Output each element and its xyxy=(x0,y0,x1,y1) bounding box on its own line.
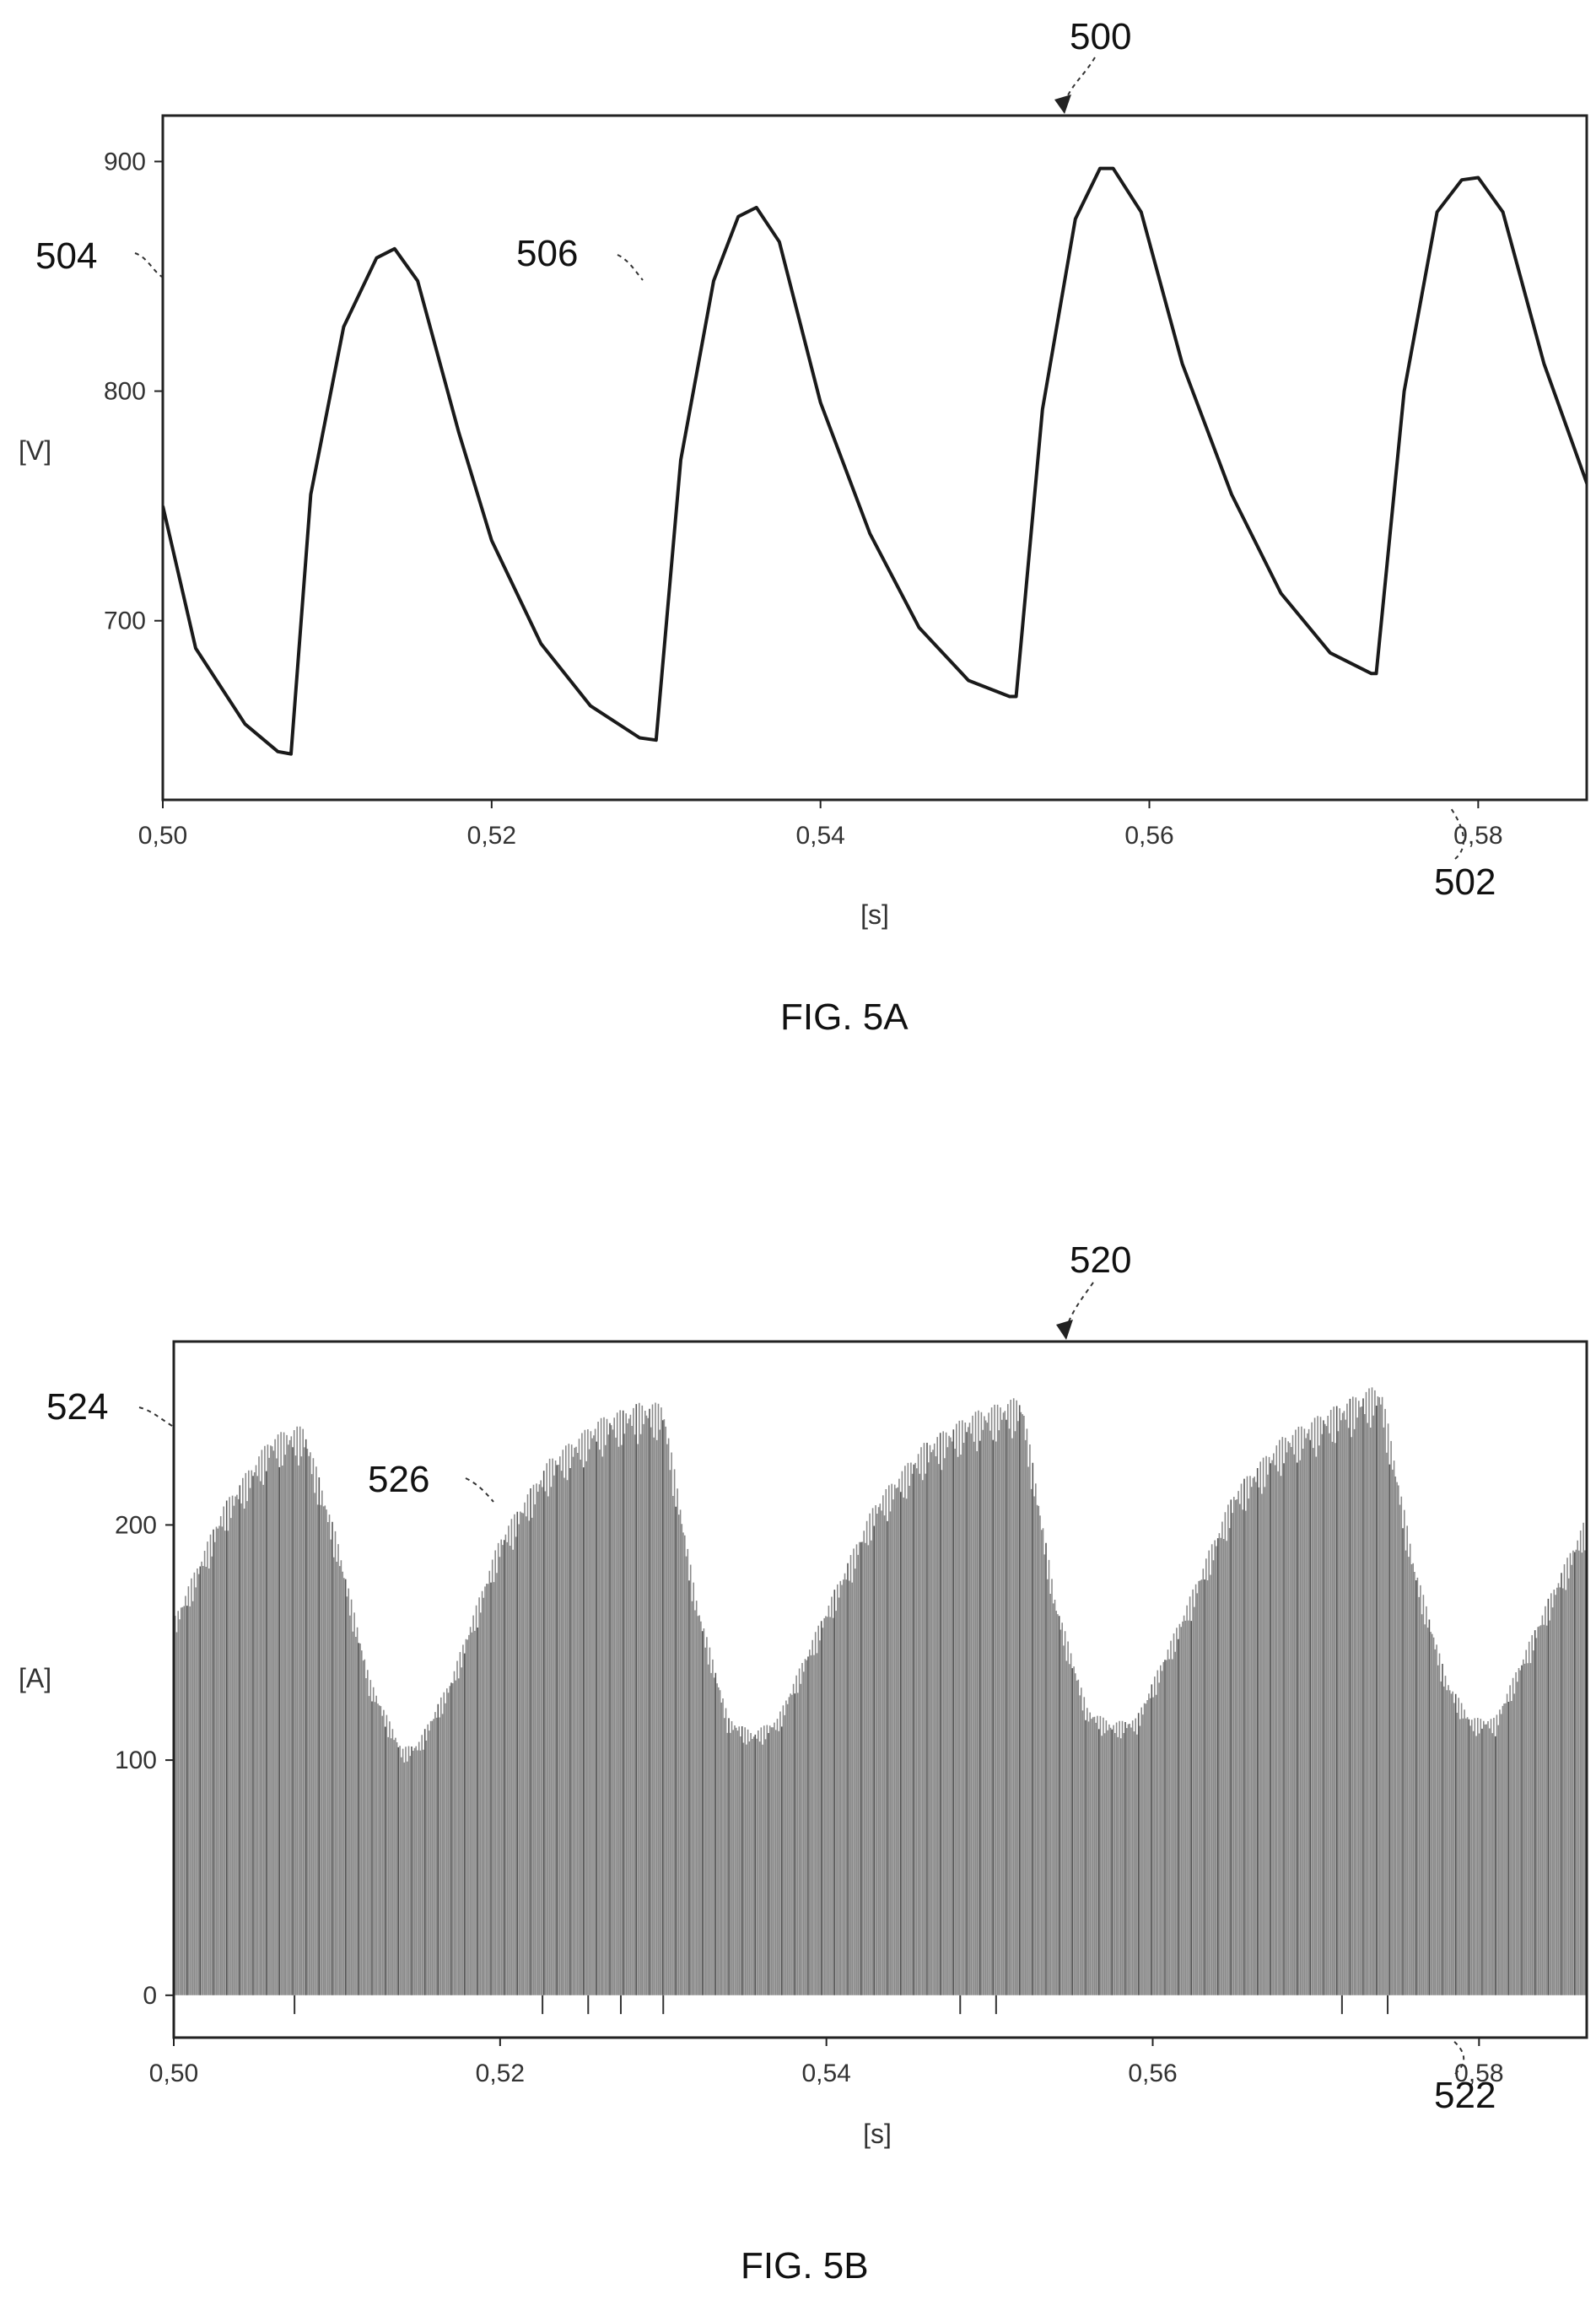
chart-b-x-tick-label: 0,50 xyxy=(149,2060,198,2087)
ref-figure-520: 520 xyxy=(1070,1239,1131,1281)
chart-a-x-tick-label: 0,50 xyxy=(138,822,187,850)
ref-figure-500: 500 xyxy=(1070,16,1131,57)
leader-500 xyxy=(1064,57,1096,104)
x-axis-label-b: [s] xyxy=(863,2119,892,2149)
chart-a-x-tick-label: 0,52 xyxy=(467,822,516,850)
caption-fig-5b: FIG. 5B xyxy=(741,2245,869,2287)
chart-a-y-tick-label: 900 xyxy=(104,148,146,175)
axis-ticks-a: 0,50 0,52 0,54 0,56 0,58 700 800 900 xyxy=(104,148,1503,850)
chart-a-y-tick-label: 800 xyxy=(104,378,146,406)
y-axis-label-a: [V] xyxy=(19,435,51,466)
chart-b-y-tick-label: 0 xyxy=(143,1982,157,2010)
voltage-curve xyxy=(163,166,1587,756)
leader-524 xyxy=(138,1406,173,1427)
ref-axis-522: 522 xyxy=(1434,2075,1496,2116)
caption-fig-5a: FIG. 5A xyxy=(780,996,909,1038)
chart-b-x-tick-label: 0,56 xyxy=(1128,2060,1177,2087)
arrow-520 xyxy=(1056,1320,1073,1340)
chart-b-y-tick-label: 100 xyxy=(115,1747,157,1774)
leader-526 xyxy=(465,1477,494,1503)
ref-curve-526: 526 xyxy=(368,1459,429,1500)
x-axis-label-a: [s] xyxy=(860,899,889,930)
current-pulse-train xyxy=(174,1387,1587,2015)
plot-frame-a xyxy=(161,114,1588,802)
chart-a-x-tick-label: 0,54 xyxy=(795,822,844,850)
y-axis-label-b: [A] xyxy=(19,1663,51,1693)
chart-a-x-tick-label: 0,56 xyxy=(1124,822,1173,850)
arrow-500 xyxy=(1054,94,1071,114)
chart-a-y-tick-label: 700 xyxy=(104,607,146,635)
leader-506 xyxy=(617,254,644,281)
chart-b-y-tick-label: 200 xyxy=(115,1511,157,1539)
chart-b-x-tick-label: 0,52 xyxy=(476,2060,525,2087)
ref-axis-502: 502 xyxy=(1434,861,1496,903)
plot-frame-b xyxy=(172,1340,1588,2039)
leader-522 xyxy=(1452,2039,1465,2075)
ref-axis-504: 504 xyxy=(35,235,97,277)
leader-520 xyxy=(1065,1282,1094,1329)
chart-b-x-tick-label: 0,54 xyxy=(801,2060,850,2087)
figure-5a: 0,50 0,52 0,54 0,56 0,58 700 800 900 [V] [s] 50… xyxy=(19,16,1588,1038)
ref-curve-506: 506 xyxy=(516,233,578,274)
leader-504 xyxy=(134,252,163,278)
chart-a-x-tick-label: 0,58 xyxy=(1453,822,1502,850)
ref-axis-524: 524 xyxy=(46,1386,108,1428)
